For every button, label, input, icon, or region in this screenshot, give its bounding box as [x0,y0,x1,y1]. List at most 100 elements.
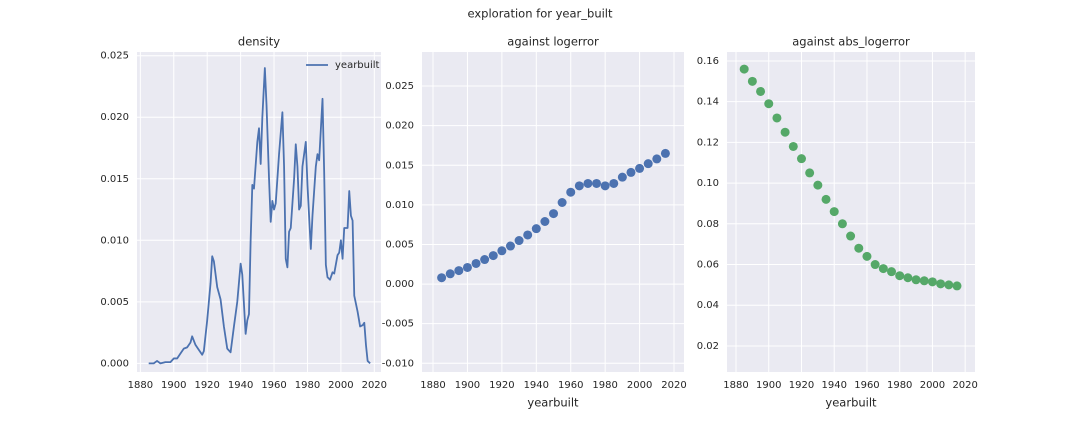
x-axis-label: yearbuilt [825,396,877,410]
y-tick-label: -0.005 [382,319,414,330]
x-tick-label: 2000 [920,380,945,391]
axes-title: against logerror [507,35,599,49]
x-tick-label: 1880 [128,380,153,391]
scatter-point [643,159,653,169]
scatter-point [583,178,593,188]
scatter-point [462,262,472,272]
scatter-point [764,99,774,109]
scatter-point [805,168,815,178]
scatter-point [903,273,913,283]
scatter-point [531,224,541,234]
scatter-point [772,113,782,123]
x-tick-label: 1980 [887,380,912,391]
scatter-point [557,197,567,207]
scatter-point [660,148,670,158]
x-tick-label: 2020 [362,380,387,391]
x-tick-label: 1960 [558,380,583,391]
x-tick-label: 1920 [489,380,514,391]
scatter-point [626,167,636,177]
scatter-point [919,276,929,286]
y-tick-label: 0.015 [100,174,129,185]
scatter-point [747,76,757,86]
x-axis-label: yearbuilt [527,396,579,410]
x-tick-label: 1980 [295,380,320,391]
data-line [148,67,371,365]
scatter-point [566,187,576,197]
scatter-point [829,207,839,217]
scatter-point [788,141,798,151]
y-tick-label: 0.02 [697,341,719,352]
plot-area [727,52,975,372]
figure-title: exploration for year_built [467,7,613,21]
scatter-point [927,277,937,287]
scatter-point [574,181,584,191]
y-tick-label: 0.000 [100,358,129,369]
y-tick-label: -0.010 [382,358,414,369]
x-tick-label: 2000 [328,380,353,391]
scatter-point [854,243,864,253]
x-tick-label: 1940 [524,380,549,391]
y-tick-label: 0.005 [385,239,414,250]
y-tick-label: 0.010 [385,200,414,211]
x-tick-label: 1880 [723,380,748,391]
x-tick-label: 1920 [789,380,814,391]
x-tick-label: 1960 [854,380,879,391]
y-tick-label: 0.06 [697,260,719,271]
axes-title: density [238,35,280,49]
x-tick-label: 1960 [261,380,286,391]
scatter-point [505,241,515,251]
y-tick-label: 0.14 [697,97,719,108]
y-tick-label: 0.16 [697,56,719,67]
scatter-point [813,180,823,190]
x-tick-label: 1940 [228,380,253,391]
y-tick-label: 0.020 [100,112,129,123]
scatter-point [862,251,872,261]
x-tick-label: 2000 [627,380,652,391]
scatter-point [895,271,905,281]
scatter-point [617,172,627,182]
x-tick-label: 1900 [161,380,186,391]
scatter-point [497,246,507,256]
scatter-point [878,264,888,274]
x-tick-label: 1900 [455,380,480,391]
y-tick-label: 0.015 [385,160,414,171]
y-tick-label: 0.08 [697,219,719,230]
scatter-point [514,236,524,246]
y-tick-label: 0.025 [385,81,414,92]
scatter-point [870,260,880,270]
scatter-point [609,178,619,188]
scatter-point [600,181,610,191]
y-tick-label: 0.10 [697,178,719,189]
scatter-point [592,178,602,188]
scatter-point [821,194,831,204]
y-tick-label: 0.005 [100,297,129,308]
y-tick-label: 0.12 [697,137,719,148]
scatter-point [454,266,464,276]
scatter-point [780,127,790,137]
y-tick-label: 0.020 [385,121,414,132]
scatter-point [952,281,962,291]
x-tick-label: 1980 [592,380,617,391]
plot-area [137,52,381,372]
scatter-point [936,279,946,289]
scatter-point [837,219,847,229]
scatter-point [652,154,662,164]
scatter-point [756,86,766,96]
scatter-point [549,209,559,219]
scatter-point [471,258,481,268]
scatter-point [445,269,455,279]
scatter-point [540,217,550,227]
axes-title: against abs_logerror [792,35,910,49]
x-tick-label: 2020 [661,380,686,391]
x-tick-label: 2020 [952,380,977,391]
x-tick-label: 1920 [194,380,219,391]
scatter-point [739,64,749,74]
scatter-point [635,163,645,173]
scatter-point [911,275,921,285]
y-tick-label: 0.04 [697,300,719,311]
scatter-point [796,154,806,164]
y-tick-label: 0.025 [100,51,129,62]
y-tick-label: 0.000 [385,279,414,290]
scatter-point [488,251,498,261]
